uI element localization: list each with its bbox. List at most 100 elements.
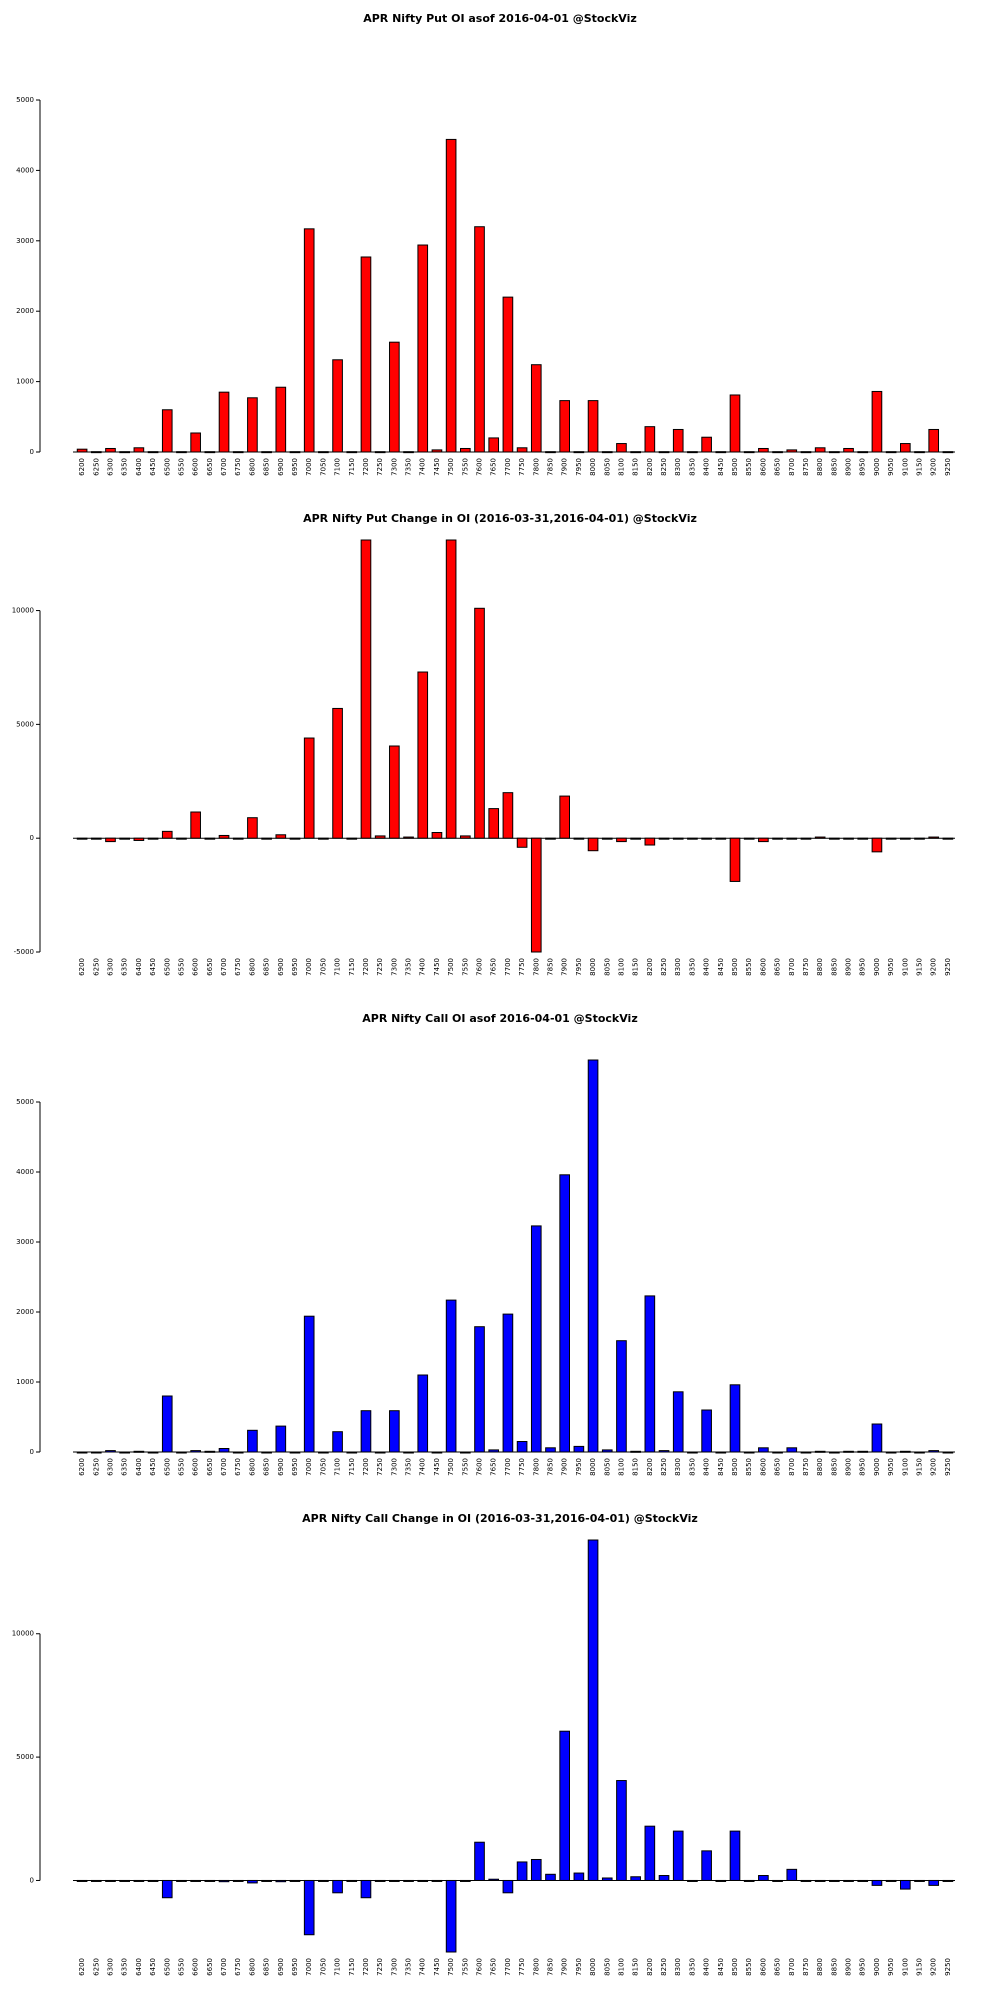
x-tick-label: 7350 xyxy=(405,1458,413,1476)
chart-title: APR Nifty Put OI asof 2016-04-01 @StockV… xyxy=(363,12,637,25)
x-tick-label: 7650 xyxy=(490,458,498,476)
bar-7400 xyxy=(417,1879,429,1882)
y-tick-label: 5000 xyxy=(16,1098,34,1106)
x-tick-label: 9150 xyxy=(916,958,924,976)
x-tick-label: 9100 xyxy=(901,458,909,476)
x-tick-label: 9050 xyxy=(887,458,895,476)
bar-7300 xyxy=(389,745,400,839)
bar-8700 xyxy=(786,1447,798,1453)
bar-8800 xyxy=(814,1450,826,1453)
x-tick-label: 8550 xyxy=(745,1958,753,1976)
bar-7250 xyxy=(374,835,386,839)
x-tick-label: 8050 xyxy=(603,958,611,976)
chart-title: APR Nifty Call Change in OI (2016-03-31,… xyxy=(302,1512,698,1525)
bar-8650 xyxy=(772,451,783,454)
x-tick-label: 7900 xyxy=(561,958,569,976)
x-tick-label: 6750 xyxy=(234,1958,242,1976)
x-tick-label: 6350 xyxy=(121,958,129,976)
x-tick-label: 6250 xyxy=(92,458,100,476)
x-tick-label: 7900 xyxy=(561,458,569,476)
bar-8200 xyxy=(644,837,656,846)
bar-6650 xyxy=(204,1450,216,1453)
x-tick-label: 8250 xyxy=(660,458,668,476)
bar-7900 xyxy=(559,1730,570,1881)
x-tick-label: 7800 xyxy=(532,1958,540,1976)
x-tick-label: 6800 xyxy=(248,1458,256,1476)
x-tick-label: 8600 xyxy=(759,1458,767,1476)
x-tick-label: 8150 xyxy=(632,1958,640,1976)
x-tick-label: 8750 xyxy=(802,1458,810,1476)
y-tick-label: 4000 xyxy=(16,166,34,174)
x-tick-label: 8650 xyxy=(774,1458,782,1476)
x-tick-label: 6750 xyxy=(234,458,242,476)
x-tick-label: 7250 xyxy=(376,1458,384,1476)
x-tick-label: 8250 xyxy=(660,958,668,976)
bar-7550 xyxy=(460,1451,471,1454)
bar-7050 xyxy=(318,837,329,840)
bar-7250 xyxy=(374,1451,386,1454)
x-tick-label: 9050 xyxy=(887,1458,895,1476)
bar-8700 xyxy=(786,1868,798,1881)
bar-7900 xyxy=(559,795,570,839)
bar-6300 xyxy=(105,447,116,453)
x-tick-label: 8800 xyxy=(816,958,824,976)
bar-8750 xyxy=(800,451,812,454)
bar-8000 xyxy=(587,1059,599,1453)
x-tick-label: 9200 xyxy=(930,1958,938,1976)
bar-8000 xyxy=(587,1539,599,1881)
y-tick-label: 5000 xyxy=(16,1753,34,1761)
x-tick-label: 7500 xyxy=(447,458,455,476)
x-tick-label: 6950 xyxy=(291,958,299,976)
bar-6700 xyxy=(218,391,230,453)
x-tick-label: 8000 xyxy=(589,458,597,476)
bar-6300 xyxy=(105,837,116,843)
x-tick-label: 7700 xyxy=(504,1458,512,1476)
bar-8700 xyxy=(786,449,798,453)
bar-7950 xyxy=(573,837,585,840)
bar-8300 xyxy=(672,1391,684,1453)
bar-7600 xyxy=(474,1841,485,1881)
bar-8150 xyxy=(630,1450,641,1453)
bar-8250 xyxy=(658,1450,670,1453)
bar-8350 xyxy=(687,1451,698,1454)
bar-7150 xyxy=(346,1451,358,1454)
x-tick-label: 7950 xyxy=(575,1958,583,1976)
bar-6550 xyxy=(176,451,187,454)
x-tick-label: 9000 xyxy=(873,1958,881,1976)
bar-6350 xyxy=(119,1451,130,1454)
x-tick-label: 7950 xyxy=(575,1458,583,1476)
bar-6500 xyxy=(161,1879,173,1899)
bar-6750 xyxy=(232,1879,244,1882)
x-tick-label: 8900 xyxy=(845,1458,853,1476)
bar-8850 xyxy=(829,837,840,840)
bar-8550 xyxy=(743,451,755,454)
bar-6450 xyxy=(147,1879,159,1882)
bar-8200 xyxy=(644,426,656,453)
x-tick-label: 6850 xyxy=(263,1458,271,1476)
x-tick-label: 8700 xyxy=(788,458,796,476)
bar-6550 xyxy=(176,837,187,840)
x-tick-label: 7200 xyxy=(362,1458,370,1476)
y-tick-label: 10000 xyxy=(12,607,34,615)
x-tick-label: 7350 xyxy=(405,958,413,976)
x-tick-label: 8550 xyxy=(745,1458,753,1476)
x-tick-label: 9100 xyxy=(901,958,909,976)
bar-7400 xyxy=(417,671,429,839)
x-tick-label: 6650 xyxy=(206,458,214,476)
x-tick-label: 8300 xyxy=(674,1458,682,1476)
bar-6550 xyxy=(176,1451,187,1454)
bar-6550 xyxy=(176,1879,187,1882)
bar-6250 xyxy=(90,451,102,454)
x-tick-label: 8000 xyxy=(589,1958,597,1976)
bar-7550 xyxy=(460,1879,471,1882)
x-tick-label: 6450 xyxy=(149,958,157,976)
bar-7400 xyxy=(417,244,429,453)
x-tick-label: 8300 xyxy=(674,958,682,976)
bar-8600 xyxy=(758,1447,769,1453)
x-tick-label: 7300 xyxy=(390,458,398,476)
x-tick-label: 8300 xyxy=(674,458,682,476)
bar-8600 xyxy=(758,447,769,453)
bar-7450 xyxy=(431,1879,443,1882)
x-tick-label: 6200 xyxy=(78,1458,86,1476)
bar-8100 xyxy=(616,1780,627,1881)
